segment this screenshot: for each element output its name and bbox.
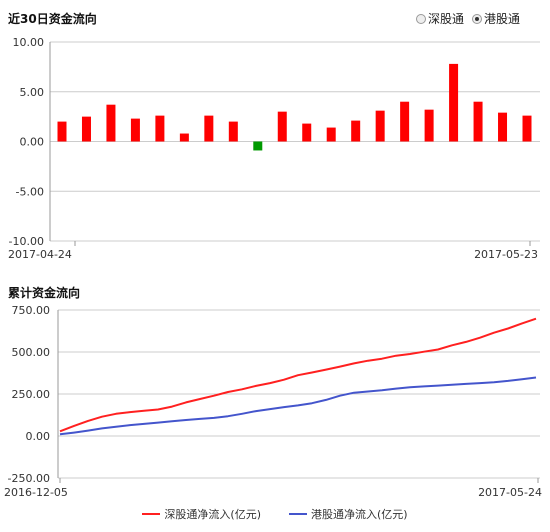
chart1-title: 近30日资金流向 [8,12,97,26]
chart1-bar [130,118,140,142]
legend-label-shenzhen: 深股通净流入(亿元) [164,508,261,521]
chart1-bar [155,115,165,142]
legend-item-hongkong[interactable]: 港股通净流入(亿元) [289,506,408,522]
chart1-bar [522,115,532,142]
chart1-ytick-label: -10.00 [9,235,44,248]
radio-hongkong-label: 港股通 [483,12,520,26]
chart1-bar [375,110,385,142]
chart2-ytick-label: 250.00 [12,388,51,401]
legend-swatch-shenzhen [142,513,161,515]
chart1-x-start-label: 2017-04-24 [8,248,72,261]
chart2-ytick-label: 750.00 [12,304,51,317]
chart1-bar [498,112,508,142]
chart1-bar [253,141,263,151]
chart1-bar [302,123,312,142]
chart1-bar [449,63,459,142]
radio-hongkong-dot[interactable] [471,13,482,24]
chart1-bar [106,104,116,142]
chart2-ytick-label: 0.00 [26,430,51,443]
chart2-title: 累计资金流向 [8,286,81,300]
chart1-bar [57,121,67,142]
chart2-x-start-label: 2016-12-05 [4,486,68,499]
market-radio-group: 深股通 港股通 [415,10,520,27]
radio-shenzhen-label: 深股通 [427,12,464,26]
chart1-bar [326,127,336,142]
chart2-legend: 深股通净流入(亿元) 港股通净流入(亿元) [0,506,550,522]
chart1-bar [424,109,434,142]
radio-shenzhen-dot[interactable] [415,13,426,24]
chart1-ytick-label: -5.00 [16,185,44,198]
chart2-series-line-hongkong [59,376,537,436]
legend-swatch-hongkong [289,513,307,515]
chart1-ytick-label: 10.00 [13,36,45,49]
chart2-series-line-shenzhen [59,317,537,433]
legend-label-hongkong: 港股通净流入(亿元) [311,508,408,521]
chart1-bar [473,101,483,142]
chart1-bar [204,115,214,142]
radio-hongkong[interactable]: 港股通 [471,10,520,27]
legend-item-shenzhen[interactable]: 深股通净流入(亿元) [142,506,261,522]
chart2-ytick-label: -250.00 [8,472,50,485]
chart1-bar [351,120,361,142]
chart1-bar [277,111,287,142]
chart1-bar [179,133,189,142]
chart1-bar [81,116,91,142]
chart1-ytick-label: 0.00 [20,136,45,149]
chart2-ytick-label: 500.00 [12,346,51,359]
chart1-bar [400,101,410,142]
chart2-x-end-label: 2017-05-24 [478,486,542,499]
radio-shenzhen[interactable]: 深股通 [415,10,464,27]
chart1-x-end-label: 2017-05-23 [474,248,538,261]
chart1-ytick-label: 5.00 [20,86,45,99]
chart1-bar [228,121,238,142]
